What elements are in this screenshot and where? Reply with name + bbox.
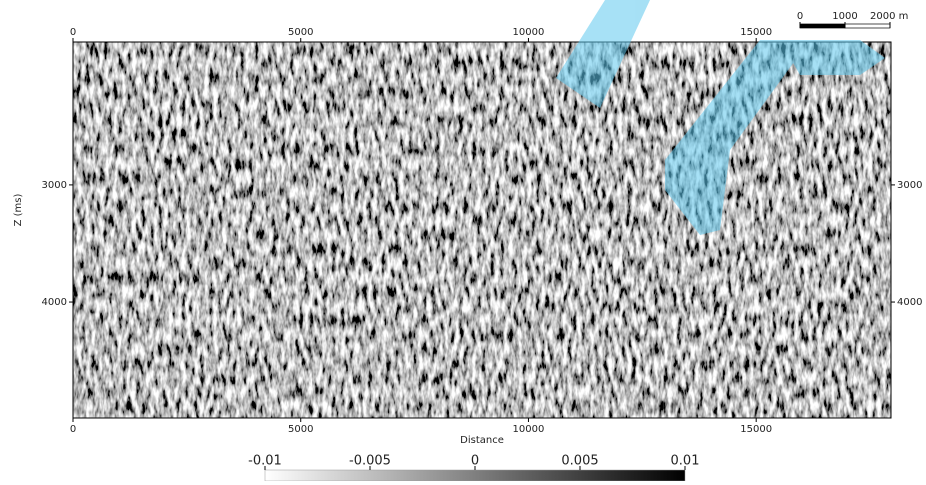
colorbar-tick-label: -0.01 <box>248 454 282 469</box>
x-tick-label-top: 15000 <box>740 27 772 38</box>
colorbar-tick-label: 0.005 <box>561 454 598 469</box>
scale-bar-segment <box>845 24 890 28</box>
y-tick-label: 4000 <box>42 297 67 308</box>
x-tick-label: 5000 <box>288 424 313 435</box>
page: {"chart_data": {"type": "image", "x_labe… <box>0 0 926 481</box>
colorbar <box>265 470 685 481</box>
scale-bar-segment <box>800 24 845 28</box>
y-tick-label-right: 3000 <box>897 180 922 191</box>
scale-bar-label: 1000 <box>832 11 857 22</box>
colorbar-axis: -0.01 -0.005 0 0.005 0.01 <box>248 454 699 471</box>
chart: Z (ms) Distance 005000500010000100001500… <box>0 0 926 481</box>
y-tick-label-right: 4000 <box>897 297 922 308</box>
x-tick-label-top: 5000 <box>288 27 313 38</box>
x-axis-label: Distance <box>460 435 504 446</box>
x-tick-label-top: 10000 <box>513 27 545 38</box>
x-tick-label: 15000 <box>740 424 772 435</box>
colorbar-tick-label: 0 <box>471 454 479 469</box>
x-tick-label: 10000 <box>513 424 545 435</box>
scale-bar-label: 0 <box>797 11 803 22</box>
scale-bar-label: 2000 m <box>870 11 908 22</box>
colorbar-tick-label: 0.01 <box>671 454 700 469</box>
x-tick-label-top: 0 <box>70 27 76 38</box>
seismic-image <box>73 42 891 418</box>
y-tick-label: 3000 <box>42 180 67 191</box>
y-axis-label: Z (ms) <box>13 194 24 227</box>
x-tick-label: 0 <box>70 424 76 435</box>
colorbar-tick-label: -0.005 <box>349 454 391 469</box>
